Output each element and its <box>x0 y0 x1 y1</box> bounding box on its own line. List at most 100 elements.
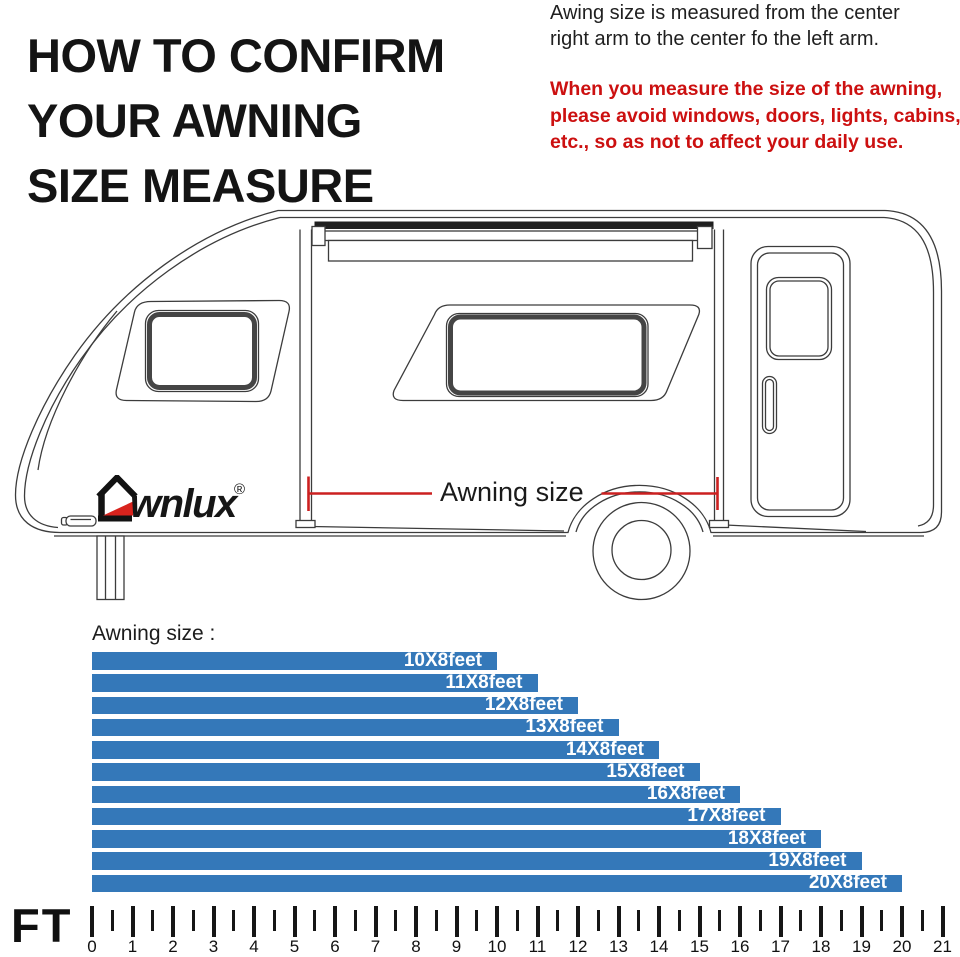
bar-label: 13X8feet <box>525 716 604 738</box>
title-line-2: YOUR AWNING <box>27 94 362 148</box>
major-tick-3 <box>211 906 216 937</box>
tick-number-16: 16 <box>730 937 750 956</box>
grab-handle <box>60 515 97 527</box>
bar-label: 19X8feet <box>768 849 847 871</box>
bar-15X8feet: 15X8feet <box>92 760 700 782</box>
warning-note-line-1: When you measure the size of the awning, <box>550 78 943 100</box>
minor-tick-13-5 <box>637 909 641 931</box>
camper-body <box>14 209 943 537</box>
bar-label: 14X8feet <box>565 738 644 760</box>
major-tick-13 <box>616 906 621 937</box>
bar-label: 20X8feet <box>808 872 887 893</box>
tick-number-19: 19 <box>852 937 871 956</box>
minor-tick-10-5 <box>515 909 519 931</box>
mid-window <box>392 304 701 402</box>
major-tick-7 <box>373 906 378 937</box>
bar-18X8feet: 18X8feet <box>92 827 821 849</box>
major-tick-5 <box>292 906 297 937</box>
ruler-unit-label: FT <box>11 899 73 952</box>
door-handle <box>761 375 778 435</box>
major-tick-16 <box>738 906 742 937</box>
minor-tick-12-5 <box>596 909 600 931</box>
warning-note-line-3: etc., so as not to affect your daily use… <box>550 131 904 153</box>
major-tick-20 <box>900 906 904 937</box>
tick-number-15: 15 <box>690 937 709 956</box>
bar-16X8feet: 16X8feet <box>92 783 740 804</box>
minor-tick-14-5 <box>677 909 681 931</box>
bar-17X8feet: 17X8feet <box>92 805 781 827</box>
bar-11X8feet: 11X8feet <box>92 671 538 693</box>
tick-number-20: 20 <box>892 937 912 956</box>
minor-tick-20-5 <box>920 909 924 931</box>
major-tick-0 <box>90 906 94 937</box>
tick-number-3: 3 <box>208 937 219 956</box>
registered-trademark-icon: ® <box>234 481 246 498</box>
tick-number-17: 17 <box>771 937 790 956</box>
minor-tick-8-5 <box>434 909 438 931</box>
tick-number-14: 14 <box>649 937 669 956</box>
awning-size-measure-label: Awning size <box>440 477 584 507</box>
bar-label: 17X8feet <box>687 805 766 827</box>
minor-tick-6-5 <box>353 909 357 931</box>
minor-tick-5-5 <box>313 909 317 931</box>
front-window <box>115 299 291 403</box>
minor-tick-19-5 <box>880 909 884 931</box>
tick-number-6: 6 <box>330 937 340 956</box>
bar-label: 12X8feet <box>484 694 563 715</box>
bar-label: 11X8feet <box>445 671 523 693</box>
major-tick-12 <box>576 906 580 937</box>
major-tick-14 <box>657 906 661 937</box>
major-tick-10 <box>495 906 499 937</box>
measure-line <box>307 476 719 511</box>
minor-tick-16-5 <box>758 909 762 931</box>
minor-tick-2-5 <box>191 909 195 931</box>
tick-number-8: 8 <box>411 937 421 956</box>
bar-20X8feet: 20X8feet <box>92 872 902 893</box>
warning-note-line-2: please avoid windows, doors, lights, cab… <box>550 104 960 127</box>
major-tick-21 <box>940 906 945 937</box>
minor-tick-17-5 <box>799 909 803 931</box>
measurement-note-line-2: right arm to the center fo the left arm. <box>550 28 880 50</box>
bar-13X8feet: 13X8feet <box>92 716 619 738</box>
major-tick-6 <box>333 906 337 937</box>
major-tick-18 <box>819 906 823 937</box>
jockey-wheel-leg <box>96 535 125 601</box>
bar-label: 15X8feet <box>606 760 685 782</box>
minor-tick-3-5 <box>232 909 236 931</box>
title-line-3: SIZE MEASURE <box>27 159 374 213</box>
major-tick-19 <box>859 906 864 937</box>
tick-number-4: 4 <box>249 937 259 956</box>
minor-tick-15-5 <box>718 909 722 931</box>
tick-number-2: 2 <box>168 937 178 956</box>
bar-label: 18X8feet <box>727 827 806 849</box>
major-tick-8 <box>414 906 418 937</box>
tick-number-1: 1 <box>127 937 138 956</box>
bar-19X8feet: 19X8feet <box>92 849 862 871</box>
awning-size-chart: 10X8feet 11X8feet 12X8feet 13X8feet 14X8feet… <box>92 650 952 897</box>
bar-10X8feet: 10X8feet <box>92 650 497 670</box>
tick-number-21: 21 <box>933 937 952 956</box>
awnlux-wordmark: wnlux <box>130 482 237 526</box>
bar-14X8feet: 14X8feet <box>92 738 659 760</box>
tick-number-12: 12 <box>568 937 588 956</box>
minor-tick-11-5 <box>556 909 560 931</box>
tick-number-18: 18 <box>811 937 831 956</box>
awnlux-logo: wnlux ® <box>96 471 266 531</box>
bar-label: 16X8feet <box>646 783 725 804</box>
bar-12X8feet: 12X8feet <box>92 694 578 715</box>
minor-tick-18-5 <box>839 909 843 931</box>
major-tick-1 <box>130 906 135 937</box>
awning-roller <box>311 221 714 262</box>
major-tick-4 <box>252 906 256 937</box>
minor-tick-1-5 <box>151 909 155 931</box>
page-title: HOW TO CONFIRM YOUR AWNING SIZE MEASURE <box>27 23 445 218</box>
warning-note: When you measure the size of the awning,… <box>550 76 960 156</box>
title-line-1: HOW TO CONFIRM <box>27 29 445 83</box>
major-tick-9 <box>454 906 459 937</box>
tick-number-10: 10 <box>487 937 507 956</box>
tick-number-5: 5 <box>289 937 300 956</box>
awnlux-house-icon <box>96 475 138 522</box>
